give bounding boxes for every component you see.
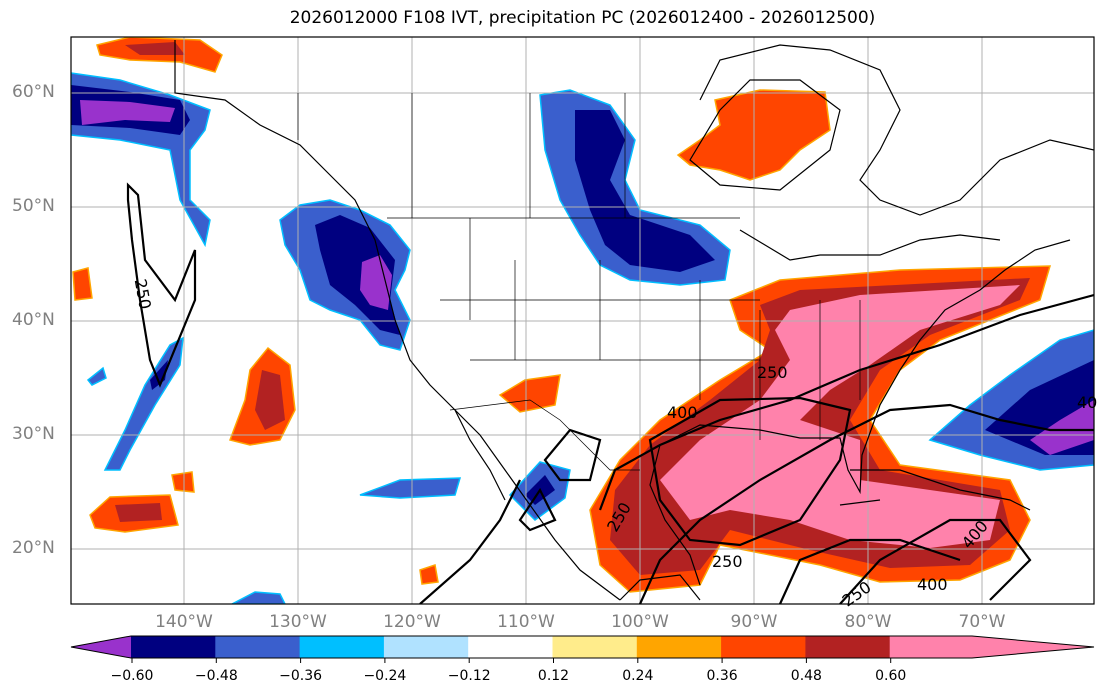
colorbar-tick-label: 0.24 [622, 668, 654, 684]
colorbar-swatch [805, 636, 891, 658]
colorbar-swatch [131, 636, 216, 658]
colorbar-tick-label: −0.36 [279, 668, 323, 684]
colorbar-outline [70, 635, 1095, 659]
lat-label: 30°N [12, 424, 55, 444]
svg-text:400: 400 [667, 403, 698, 422]
lat-label: 50°N [12, 196, 55, 216]
lon-label: 130°W [269, 612, 327, 632]
svg-text:250: 250 [712, 552, 743, 571]
lon-label: 100°W [611, 612, 669, 632]
svg-text:40: 40 [1077, 393, 1097, 412]
political-borders [297, 93, 861, 471]
colorbar-tick-label: −0.12 [447, 668, 491, 684]
lon-label: 110°W [497, 612, 555, 632]
colorbar-swatch [721, 636, 806, 658]
colorbar-swatch [299, 636, 385, 658]
colorbar-tick-label: 0.48 [790, 668, 822, 684]
lon-label: 140°W [155, 612, 213, 632]
plot-frame [70, 36, 1095, 605]
colorbar-swatch [383, 636, 469, 658]
map-title: 2026012000 F108 IVT, precipitation PC (2… [289, 8, 876, 28]
colorbar-tick-label: 0.36 [706, 668, 738, 684]
svg-text:250: 250 [839, 577, 875, 610]
colorbar-swatch [636, 636, 722, 658]
lon-label: 90°W [730, 612, 778, 632]
lat-label: 20°N [12, 538, 55, 558]
svg-text:250: 250 [757, 363, 788, 382]
lon-label: 80°W [844, 612, 892, 632]
colorbar-tick-label: −0.60 [110, 668, 154, 684]
colorbar-swatch [889, 636, 1094, 658]
colorbar-tick-label: 0.12 [537, 668, 570, 684]
svg-text:250: 250 [131, 277, 155, 310]
colorbar-tick-label: −0.48 [194, 668, 238, 684]
colorbar-tick-label: 0.60 [875, 668, 907, 684]
colorbar-swatch [71, 636, 132, 658]
colorbar [70, 635, 1095, 663]
colorbar-swatch [552, 636, 638, 658]
lon-label: 120°W [383, 612, 441, 632]
lon-label: 70°W [958, 612, 1006, 632]
lat-label: 60°N [12, 82, 55, 102]
lat-label: 40°N [12, 310, 55, 330]
svg-text:400: 400 [917, 575, 948, 594]
colorbar-swatch [468, 636, 553, 658]
colorbar-swatch [215, 636, 301, 658]
ivt-contours [126, 182, 1094, 604]
colorbar-tick-label: −0.24 [363, 668, 407, 684]
